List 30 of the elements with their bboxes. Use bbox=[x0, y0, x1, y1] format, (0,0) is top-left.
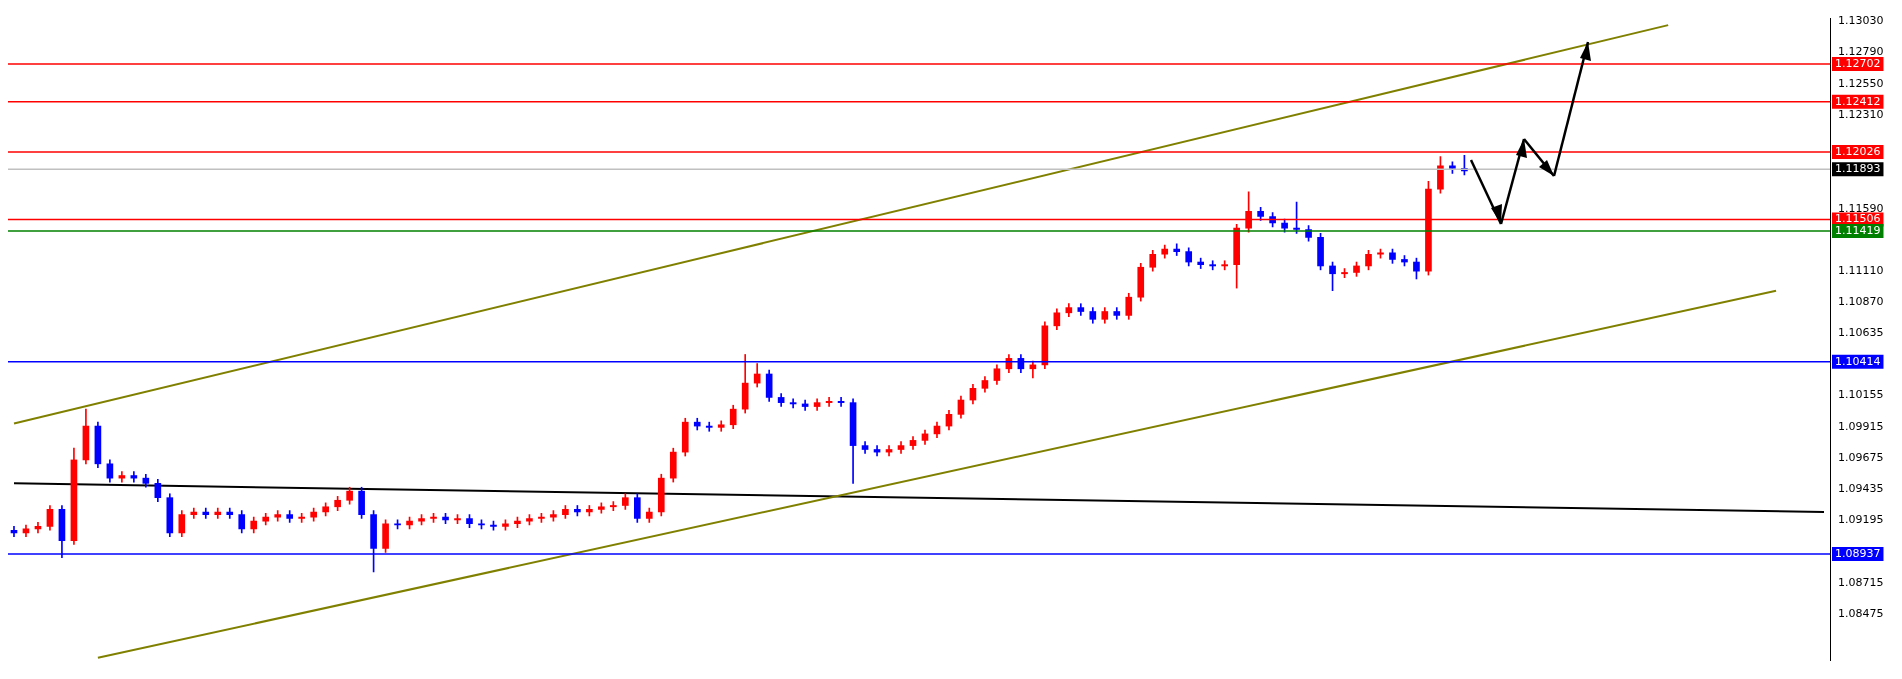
y-tick-label: 1.08475 bbox=[1838, 607, 1884, 621]
y-tick-label: 1.10155 bbox=[1838, 388, 1884, 402]
y-tick-label: 1.09435 bbox=[1838, 482, 1884, 496]
candlestick bbox=[705, 421, 713, 432]
y-tick-label: 1.13030 bbox=[1838, 14, 1884, 28]
y-tick-label: 1.10635 bbox=[1838, 325, 1884, 339]
y-tick-label: 1.09675 bbox=[1838, 450, 1884, 464]
candlestick bbox=[298, 512, 306, 523]
y-tick-label: 1.09195 bbox=[1838, 513, 1884, 527]
y-tick-label: 1.12310 bbox=[1838, 107, 1884, 121]
y-tick-label: 1.10870 bbox=[1838, 295, 1884, 309]
y-tick-label: 1.12550 bbox=[1838, 76, 1884, 90]
y-tick-label: 1.11110 bbox=[1838, 264, 1884, 278]
ref-line-label: 1.11419 bbox=[1835, 223, 1881, 237]
candlestick bbox=[1209, 260, 1217, 271]
candlestick bbox=[789, 398, 797, 409]
ref-line-label: 1.12026 bbox=[1835, 144, 1881, 158]
y-tick-label: 1.11590 bbox=[1838, 201, 1884, 215]
ref-line-label: 1.11893 bbox=[1835, 162, 1881, 176]
candlestick bbox=[837, 397, 845, 407]
candlestick bbox=[1173, 243, 1181, 256]
ref-line-label: 1.12702 bbox=[1835, 56, 1881, 70]
ref-line-label: 1.12412 bbox=[1835, 94, 1881, 108]
candlestick bbox=[825, 397, 833, 407]
y-tick-label: 1.09915 bbox=[1838, 419, 1884, 433]
ref-line-label: 1.10414 bbox=[1835, 354, 1881, 368]
ref-line-label: 1.08937 bbox=[1835, 546, 1881, 560]
y-tick-label: 1.08715 bbox=[1838, 575, 1884, 589]
y-tick-label: 1.12790 bbox=[1838, 45, 1884, 59]
ref-line-label: 1.11506 bbox=[1835, 212, 1881, 226]
